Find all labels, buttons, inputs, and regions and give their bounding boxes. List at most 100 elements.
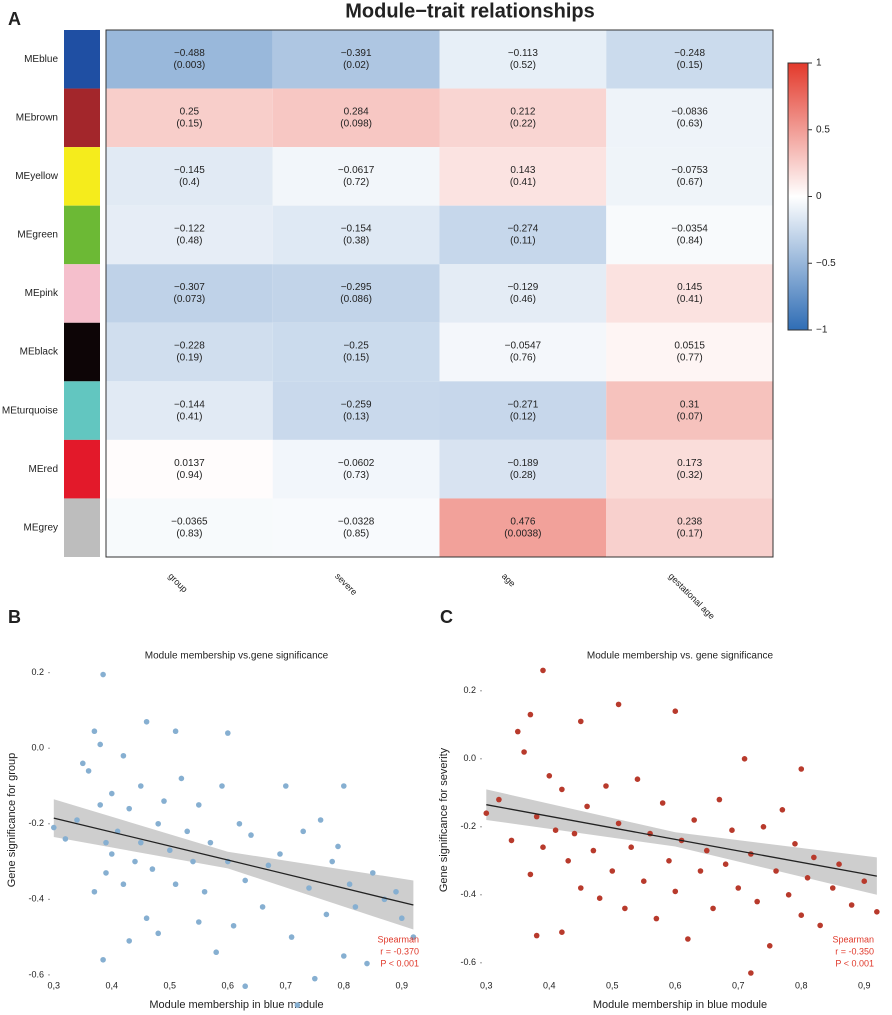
point [848, 902, 855, 908]
module-swatch [64, 498, 100, 557]
cell-value: −0.259 [341, 399, 372, 410]
point [527, 871, 534, 878]
point [335, 843, 341, 850]
cell-value: −0.391 [341, 48, 372, 59]
point [874, 909, 880, 915]
point [109, 851, 115, 857]
module-swatch [64, 147, 100, 206]
module-swatch [64, 30, 100, 89]
cell-pvalue: (0.003) [174, 60, 206, 71]
cell-pvalue: (0.41) [510, 177, 536, 188]
point [508, 837, 515, 844]
point [533, 813, 540, 820]
point [603, 783, 609, 789]
module-swatch [64, 88, 100, 148]
chart-title: Module membership vs. gene significance [587, 651, 774, 662]
point [167, 847, 173, 854]
heat-cell [439, 88, 607, 148]
heat-cell [272, 264, 440, 323]
cell-pvalue: (0.46) [510, 294, 536, 305]
row-label: MEgrey [24, 522, 58, 533]
point [514, 728, 521, 735]
point [615, 701, 622, 708]
x-axis-label: Module membership in blue module [593, 999, 767, 1011]
heatmap-frame [105, 29, 774, 558]
heat-cell [606, 88, 773, 148]
row-label: MEblack [20, 347, 59, 358]
module-swatch [64, 264, 100, 323]
cell-value: −0.154 [341, 224, 372, 235]
y-tick-label: 0.0 [463, 753, 476, 763]
point [300, 828, 307, 835]
point [370, 870, 376, 876]
cell-pvalue: (0.28) [510, 470, 536, 481]
point [741, 756, 748, 762]
cell-pvalue: (0.15) [176, 118, 202, 129]
x-tick-label: 0.9 [396, 980, 409, 990]
cell-pvalue: (0.94) [176, 470, 202, 481]
heat-cell [439, 381, 607, 440]
cell-pvalue: (0.073) [174, 294, 206, 305]
cell-value: −0.271 [507, 399, 538, 410]
point [540, 667, 546, 674]
annotation: r = -0.370 [380, 946, 419, 956]
heat-cell [272, 205, 440, 265]
cell-pvalue: (0.67) [677, 177, 703, 188]
cell-pvalue: (0.32) [677, 470, 703, 481]
heat-cell [106, 147, 273, 206]
point [91, 888, 98, 895]
point [109, 790, 115, 797]
chart-title: Module−trait relationships [345, 0, 594, 22]
point [540, 844, 546, 850]
point [672, 888, 679, 895]
point [496, 796, 502, 803]
point [559, 929, 565, 935]
cell-pvalue: (0.76) [510, 353, 536, 364]
point [609, 868, 616, 874]
cell-pvalue: (0.07) [677, 411, 703, 422]
heat-cell [106, 88, 273, 148]
point [346, 881, 353, 888]
annotation: P < 0.001 [835, 958, 874, 968]
heat-cell [272, 322, 440, 382]
cell-pvalue: (0.15) [343, 353, 369, 364]
point [161, 798, 167, 804]
point [622, 905, 628, 912]
point [248, 832, 254, 838]
colorbar-label: −1 [816, 325, 828, 336]
point [196, 919, 202, 925]
cell-value: −0.248 [674, 48, 705, 59]
cell-pvalue: (0.83) [176, 528, 202, 539]
point [760, 824, 767, 830]
cell-pvalue: (0.38) [343, 236, 369, 247]
row-label: MEred [29, 464, 58, 475]
y-tick-label: 0.2 [31, 667, 44, 677]
cell-value: −0.274 [507, 224, 538, 235]
cell-pvalue: (0.02) [343, 60, 369, 71]
point [766, 943, 773, 949]
heat-cell [606, 264, 773, 323]
heat-cell [106, 205, 273, 265]
point [178, 775, 185, 782]
point [811, 854, 817, 861]
point [97, 802, 103, 808]
cell-value: −0.0602 [338, 458, 375, 469]
cell-value: 0.145 [677, 282, 702, 293]
cell-pvalue: (0.84) [677, 236, 703, 247]
point [196, 802, 202, 808]
heat-cell [606, 381, 773, 440]
cell-pvalue: (0.63) [677, 118, 703, 129]
x-tick-label: 0.7 [280, 980, 293, 990]
cell-pvalue: (0.72) [343, 177, 369, 188]
point [829, 885, 836, 891]
point [126, 938, 132, 944]
point [735, 885, 742, 891]
point [120, 881, 127, 888]
point [277, 851, 283, 857]
point [596, 895, 603, 901]
point [773, 868, 779, 874]
point [294, 1002, 301, 1008]
point [685, 936, 691, 942]
point [120, 752, 127, 759]
cell-pvalue: (0.19) [176, 353, 202, 364]
